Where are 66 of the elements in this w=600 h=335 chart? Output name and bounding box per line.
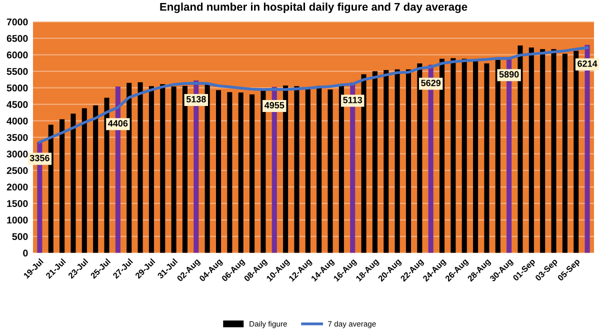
bar [484,63,490,253]
bar [204,84,210,253]
bar [171,86,176,253]
bar [148,86,154,253]
data-label: 4406 [108,120,128,127]
y-tick-label: 0 [23,250,28,257]
bar [60,119,65,253]
y-tick-label: 3500 [6,134,28,141]
bar [417,63,422,253]
bar [70,114,76,253]
bar [372,71,378,253]
chart-title: England number in hospital daily figure and 7 day average [160,2,468,14]
bar [138,82,143,253]
bar [93,105,98,253]
y-tick-label: 5500 [6,68,28,75]
bar [283,86,288,253]
y-tick-label: 6000 [6,52,28,58]
data-label: 5113 [343,96,362,104]
bar [361,74,366,253]
bar [160,84,166,253]
y-tick-label: 4000 [6,118,28,124]
bar [227,92,232,253]
bar [238,92,244,253]
bar [574,50,579,253]
bar [338,84,344,253]
bar [384,70,389,253]
bar [294,86,300,253]
bar [462,58,467,253]
bar [104,98,110,253]
y-tick-label: 2000 [6,184,28,190]
data-label: 4955 [264,102,284,108]
bar [495,60,500,253]
bar [562,54,568,253]
y-tick-label: 1500 [7,200,28,208]
y-tick-label: 7000 [6,18,28,26]
y-tick-label: 1000 [7,216,28,224]
bar [518,46,523,253]
y-tick-label: 5000 [6,84,28,92]
bar [551,49,556,253]
y-tick-label: 2500 [6,167,28,174]
y-tick-label: 4500 [6,101,28,108]
bar [528,48,534,253]
bar [305,87,310,253]
bar [440,58,445,253]
y-tick-label: 500 [12,233,28,240]
bar [216,90,222,253]
data-label: 5629 [421,80,441,86]
data-label: 3356 [30,154,50,162]
bar [126,82,132,253]
bar [316,86,322,253]
bar [82,108,87,253]
y-tick-label: 6500 [6,35,28,42]
data-label: 5890 [499,71,519,78]
bar [260,90,266,253]
data-label: 5138 [186,96,206,102]
bar [540,49,546,253]
bar [48,124,54,253]
bar [450,58,456,253]
data-label: 6214 [578,60,598,67]
bar [250,94,255,253]
bar [473,59,478,253]
bar [182,86,188,253]
bar [328,89,333,253]
bar [406,69,412,253]
y-tick-label: 3000 [6,150,28,158]
bar [394,69,400,253]
